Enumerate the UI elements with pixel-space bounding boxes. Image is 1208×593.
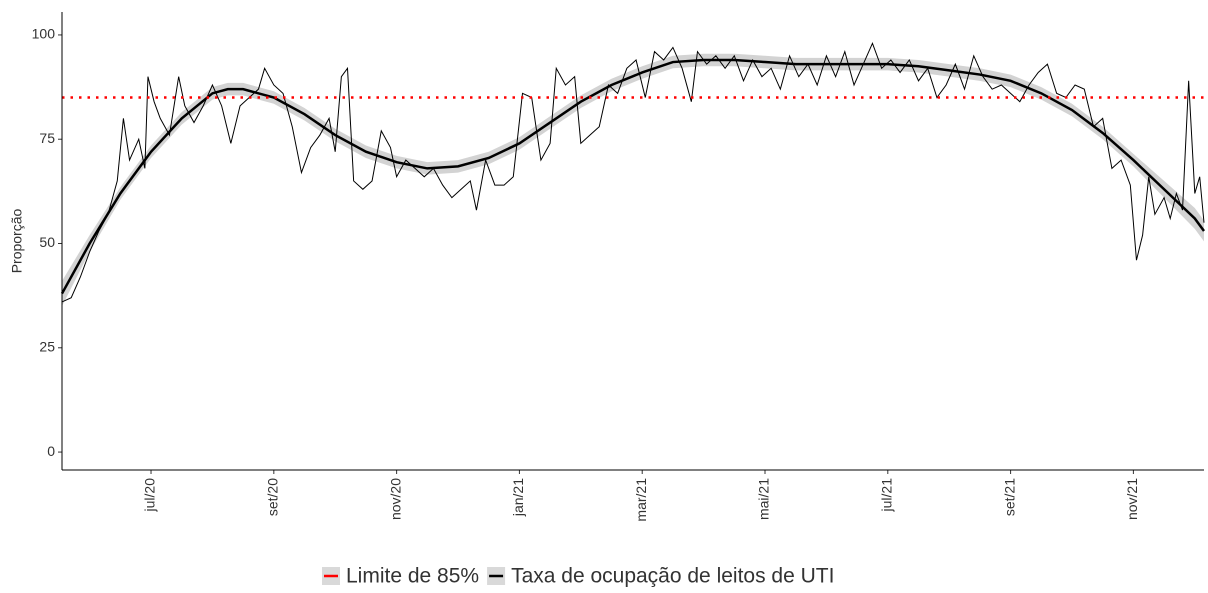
x-tick-label: jul/21	[879, 478, 895, 513]
y-tick-label: 0	[47, 443, 55, 459]
legend-label: Taxa de ocupação de leitos de UTI	[511, 565, 834, 588]
y-axis-label: Proporção	[9, 208, 25, 273]
x-tick-label: nov/21	[1124, 478, 1140, 520]
x-tick-label: nov/20	[387, 478, 403, 520]
y-tick-label: 100	[32, 26, 56, 42]
legend: Limite de 85% Taxa de ocupação de leitos …	[322, 565, 834, 588]
x-tick-label: set/21	[1001, 478, 1017, 516]
confidence-band	[62, 53, 1204, 307]
y-tick-label: 25	[39, 338, 55, 354]
x-tick-label: mai/21	[756, 478, 772, 520]
y-tick-label: 75	[39, 130, 55, 146]
x-tick-label: jan/21	[510, 478, 526, 517]
legend-label: Limite de 85%	[346, 565, 479, 588]
x-tick-label: jul/20	[142, 478, 158, 513]
data-line	[61, 41, 1205, 303]
smooth-line	[60, 58, 1206, 295]
y-tick-label: 50	[39, 234, 55, 250]
x-tick-label: mar/21	[633, 478, 649, 522]
x-tick-label: set/20	[265, 478, 281, 516]
